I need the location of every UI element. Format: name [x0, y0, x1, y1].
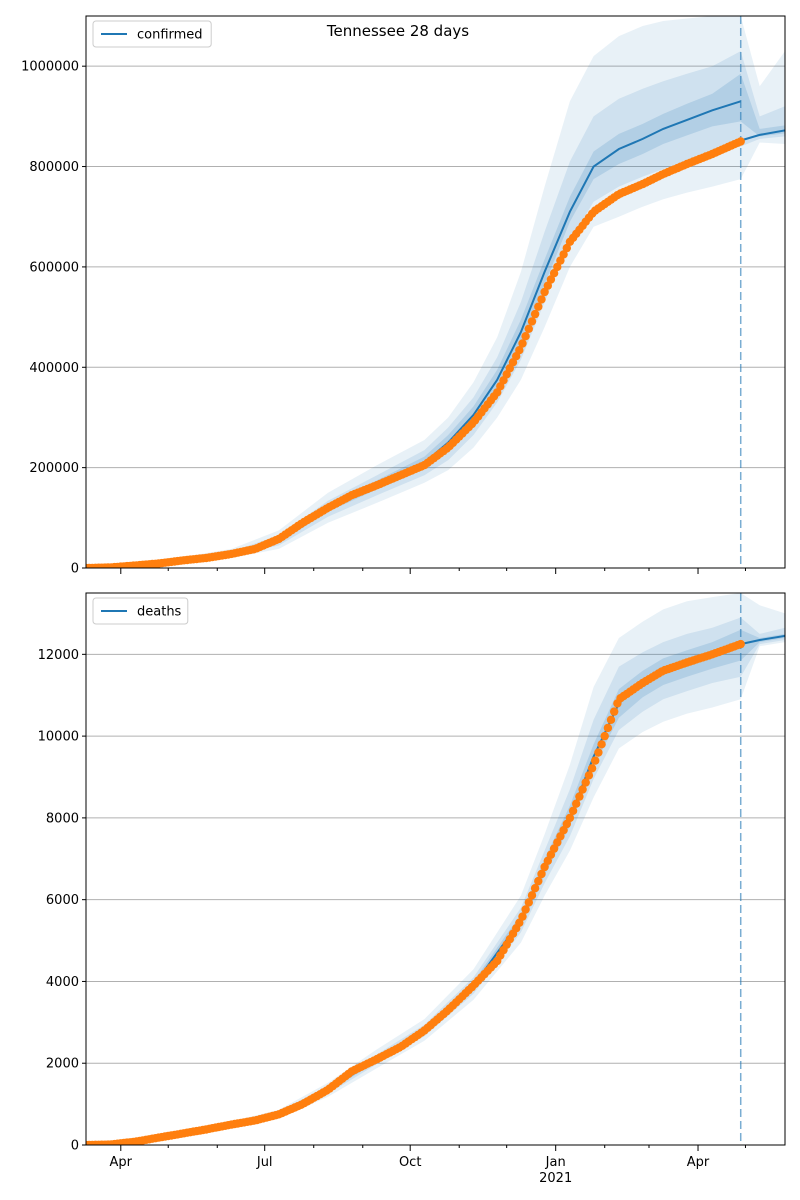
deaths-projection-line — [740, 634, 785, 646]
confirmed-legend-label: confirmed — [137, 28, 203, 43]
deaths-y-tick-label: 6000 — [46, 893, 79, 908]
deaths-axes-frame — [85, 592, 786, 1146]
confirmed-observed-point — [559, 250, 568, 259]
confirmed-observed-point — [534, 302, 543, 311]
deaths-observed-point — [537, 869, 546, 879]
confirmed-y-ticks: 0 200000 400000 600000 800000 1000000 — [21, 60, 86, 577]
deaths-observed-point — [597, 740, 606, 749]
deaths-legend-label: deaths — [137, 605, 182, 620]
deaths-x-ticks: Apr Jul Oct Jan Apr 2021 — [110, 1145, 746, 1186]
confirmed-x-ticks — [120, 568, 746, 574]
deaths-points — [86, 639, 745, 1145]
deaths-observed-point — [518, 912, 527, 921]
deaths-observed-point — [559, 826, 568, 835]
deaths-observed-point — [572, 799, 581, 808]
confirmed-observed-point — [530, 309, 540, 319]
deaths-observed-point — [524, 898, 533, 907]
confirmed-legend-box — [92, 20, 212, 48]
x-year-label: 2021 — [539, 1171, 572, 1186]
deaths-observed-point — [527, 891, 537, 900]
deaths-observed-point — [530, 884, 540, 893]
deaths-observed-point — [549, 844, 559, 853]
deaths-y-tick-label: 0 — [71, 1139, 79, 1154]
x-tick-label: Oct — [399, 1155, 421, 1170]
deaths-y-tick-label: 8000 — [46, 811, 79, 826]
deaths-observed-point — [591, 756, 600, 765]
deaths-observed-point — [603, 723, 613, 733]
confirmed-observed-point — [515, 346, 524, 355]
deaths-observed-point — [594, 748, 603, 757]
confirmed-observed-point — [524, 324, 533, 333]
confirmed-observed-point — [537, 295, 546, 304]
confirmed-credible-band-2 — [86, 51, 785, 568]
confirmed-observed-point — [527, 317, 537, 326]
chart-title: Tennessee 28 days — [326, 22, 469, 40]
deaths-observed-point — [534, 876, 543, 886]
deaths-observed-point — [606, 715, 616, 724]
deaths-observed-point — [587, 764, 597, 773]
confirmed-y-tick-label: 600000 — [29, 260, 79, 275]
confirmed-points — [86, 137, 745, 568]
confirmed-legend: confirmed — [92, 20, 212, 48]
deaths-observed-point — [575, 792, 584, 801]
confirmed-grid — [86, 65, 785, 469]
confirmed-observed-point — [521, 332, 530, 341]
deaths-y-tick-label: 4000 — [46, 975, 79, 990]
confirmed-y-tick-label: 200000 — [29, 461, 79, 476]
deaths-y-tick-label: 12000 — [38, 648, 79, 663]
confirmed-y-tick-label: 1000000 — [21, 60, 79, 75]
x-tick-label: Jul — [256, 1155, 273, 1170]
confirmed-observed-point — [556, 256, 565, 265]
deaths-legend-box — [92, 597, 189, 625]
confirmed-observed-point — [549, 269, 559, 278]
deaths-panel: 0 2000 4000 6000 8000 10000 12000 Apr Jul Oct Jan… — [38, 592, 786, 1186]
deaths-observed-point — [600, 731, 609, 741]
confirmed-y-tick-label: 0 — [71, 562, 79, 577]
confirmed-panel: 0 200000 400000 600000 800000 1000000 confirm… — [21, 15, 786, 577]
confirmed-observed-point — [543, 281, 552, 290]
deaths-y-tick-label: 2000 — [46, 1057, 79, 1072]
confirmed-credible-band-3 — [86, 73, 785, 568]
deaths-observed-point — [578, 785, 587, 794]
x-tick-label: Jan — [545, 1155, 566, 1170]
x-tick-label: Apr — [687, 1155, 710, 1170]
deaths-observed-point — [565, 813, 575, 823]
deaths-grid — [86, 653, 785, 1064]
deaths-legend: deaths — [92, 597, 189, 625]
deaths-observed-point — [515, 918, 524, 927]
deaths-observed-point — [540, 862, 549, 872]
deaths-y-tick-label: 10000 — [38, 730, 79, 745]
deaths-observed-point — [610, 707, 619, 716]
confirmed-observed-point — [546, 275, 556, 284]
confirmed-projection-line — [740, 129, 785, 142]
deaths-observed-point — [736, 639, 745, 649]
confirmed-y-tick-label: 800000 — [29, 160, 79, 175]
confirmed-y-tick-label: 400000 — [29, 361, 79, 376]
deaths-observed-point — [521, 905, 530, 914]
confirmed-observed-point — [518, 339, 527, 348]
confirmed-observed-point — [540, 287, 549, 297]
confirmed-observed-point — [736, 137, 745, 146]
x-tick-label: Apr — [110, 1155, 133, 1170]
deaths-credible-band-2 — [86, 617, 785, 1145]
deaths-observed-point — [584, 771, 594, 780]
deaths-y-ticks: 0 2000 4000 6000 8000 10000 12000 — [38, 648, 86, 1154]
confirmed-axes-frame — [85, 15, 786, 569]
confirmed-observed-point — [562, 243, 571, 253]
deaths-observed-point — [581, 778, 590, 787]
deaths-observed-point — [568, 806, 578, 815]
confirmed-observed-point — [553, 262, 562, 272]
